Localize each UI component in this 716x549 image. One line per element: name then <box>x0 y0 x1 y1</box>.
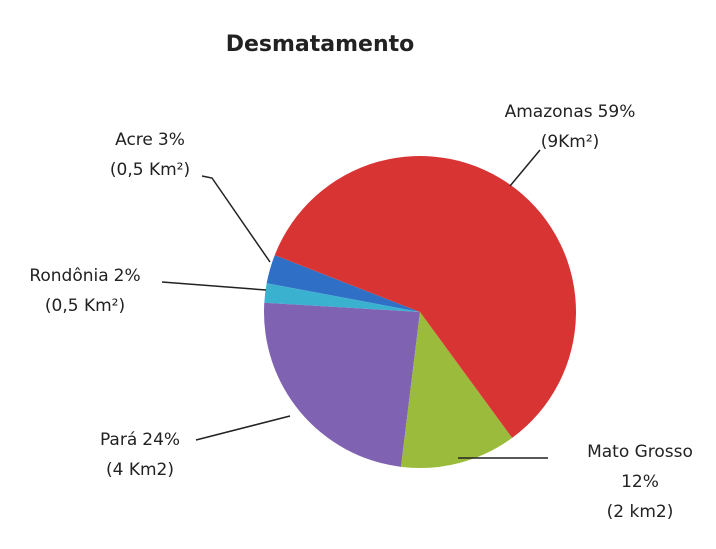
pie-slice <box>264 302 420 467</box>
pie-slice <box>400 312 513 468</box>
value-label: 59% <box>598 102 636 122</box>
slice-label: Mato Grosso 12% (2 km2) <box>587 442 693 522</box>
category-name: Acre <box>115 130 153 150</box>
area-label: (4 Km2) <box>106 460 174 480</box>
leader-line <box>509 149 541 187</box>
slice-label: Rondônia 2% (0,5 Km²) <box>29 266 140 316</box>
slice-label: Acre 3% (0,5 Km²) <box>110 130 190 180</box>
area-label: (0,5 Km²) <box>45 296 125 316</box>
value-label: 3% <box>158 130 185 150</box>
chart-title: Desmatamento <box>226 32 415 57</box>
area-label: (0,5 Km²) <box>110 160 190 180</box>
category-name: Pará <box>100 430 137 450</box>
category-name: Amazonas <box>505 102 593 122</box>
slice-label: Amazonas 59% (9Km²) <box>505 102 636 152</box>
area-label: (2 km2) <box>607 502 674 522</box>
slice-label: Pará 24% (4 Km2) <box>100 430 180 480</box>
leader-line <box>161 281 267 291</box>
pie-slice <box>264 283 420 312</box>
area-label: (9Km²) <box>541 132 600 152</box>
pie-slice <box>266 255 420 312</box>
category-name: Mato Grosso <box>587 442 693 462</box>
value-label: 2% <box>114 266 141 286</box>
leader-line <box>195 415 291 441</box>
leader-line <box>201 175 271 263</box>
value-label: 24% <box>142 430 180 450</box>
value-label: 12% <box>621 472 659 492</box>
category-name: Rondônia <box>29 266 108 286</box>
pie-slice <box>274 156 576 438</box>
